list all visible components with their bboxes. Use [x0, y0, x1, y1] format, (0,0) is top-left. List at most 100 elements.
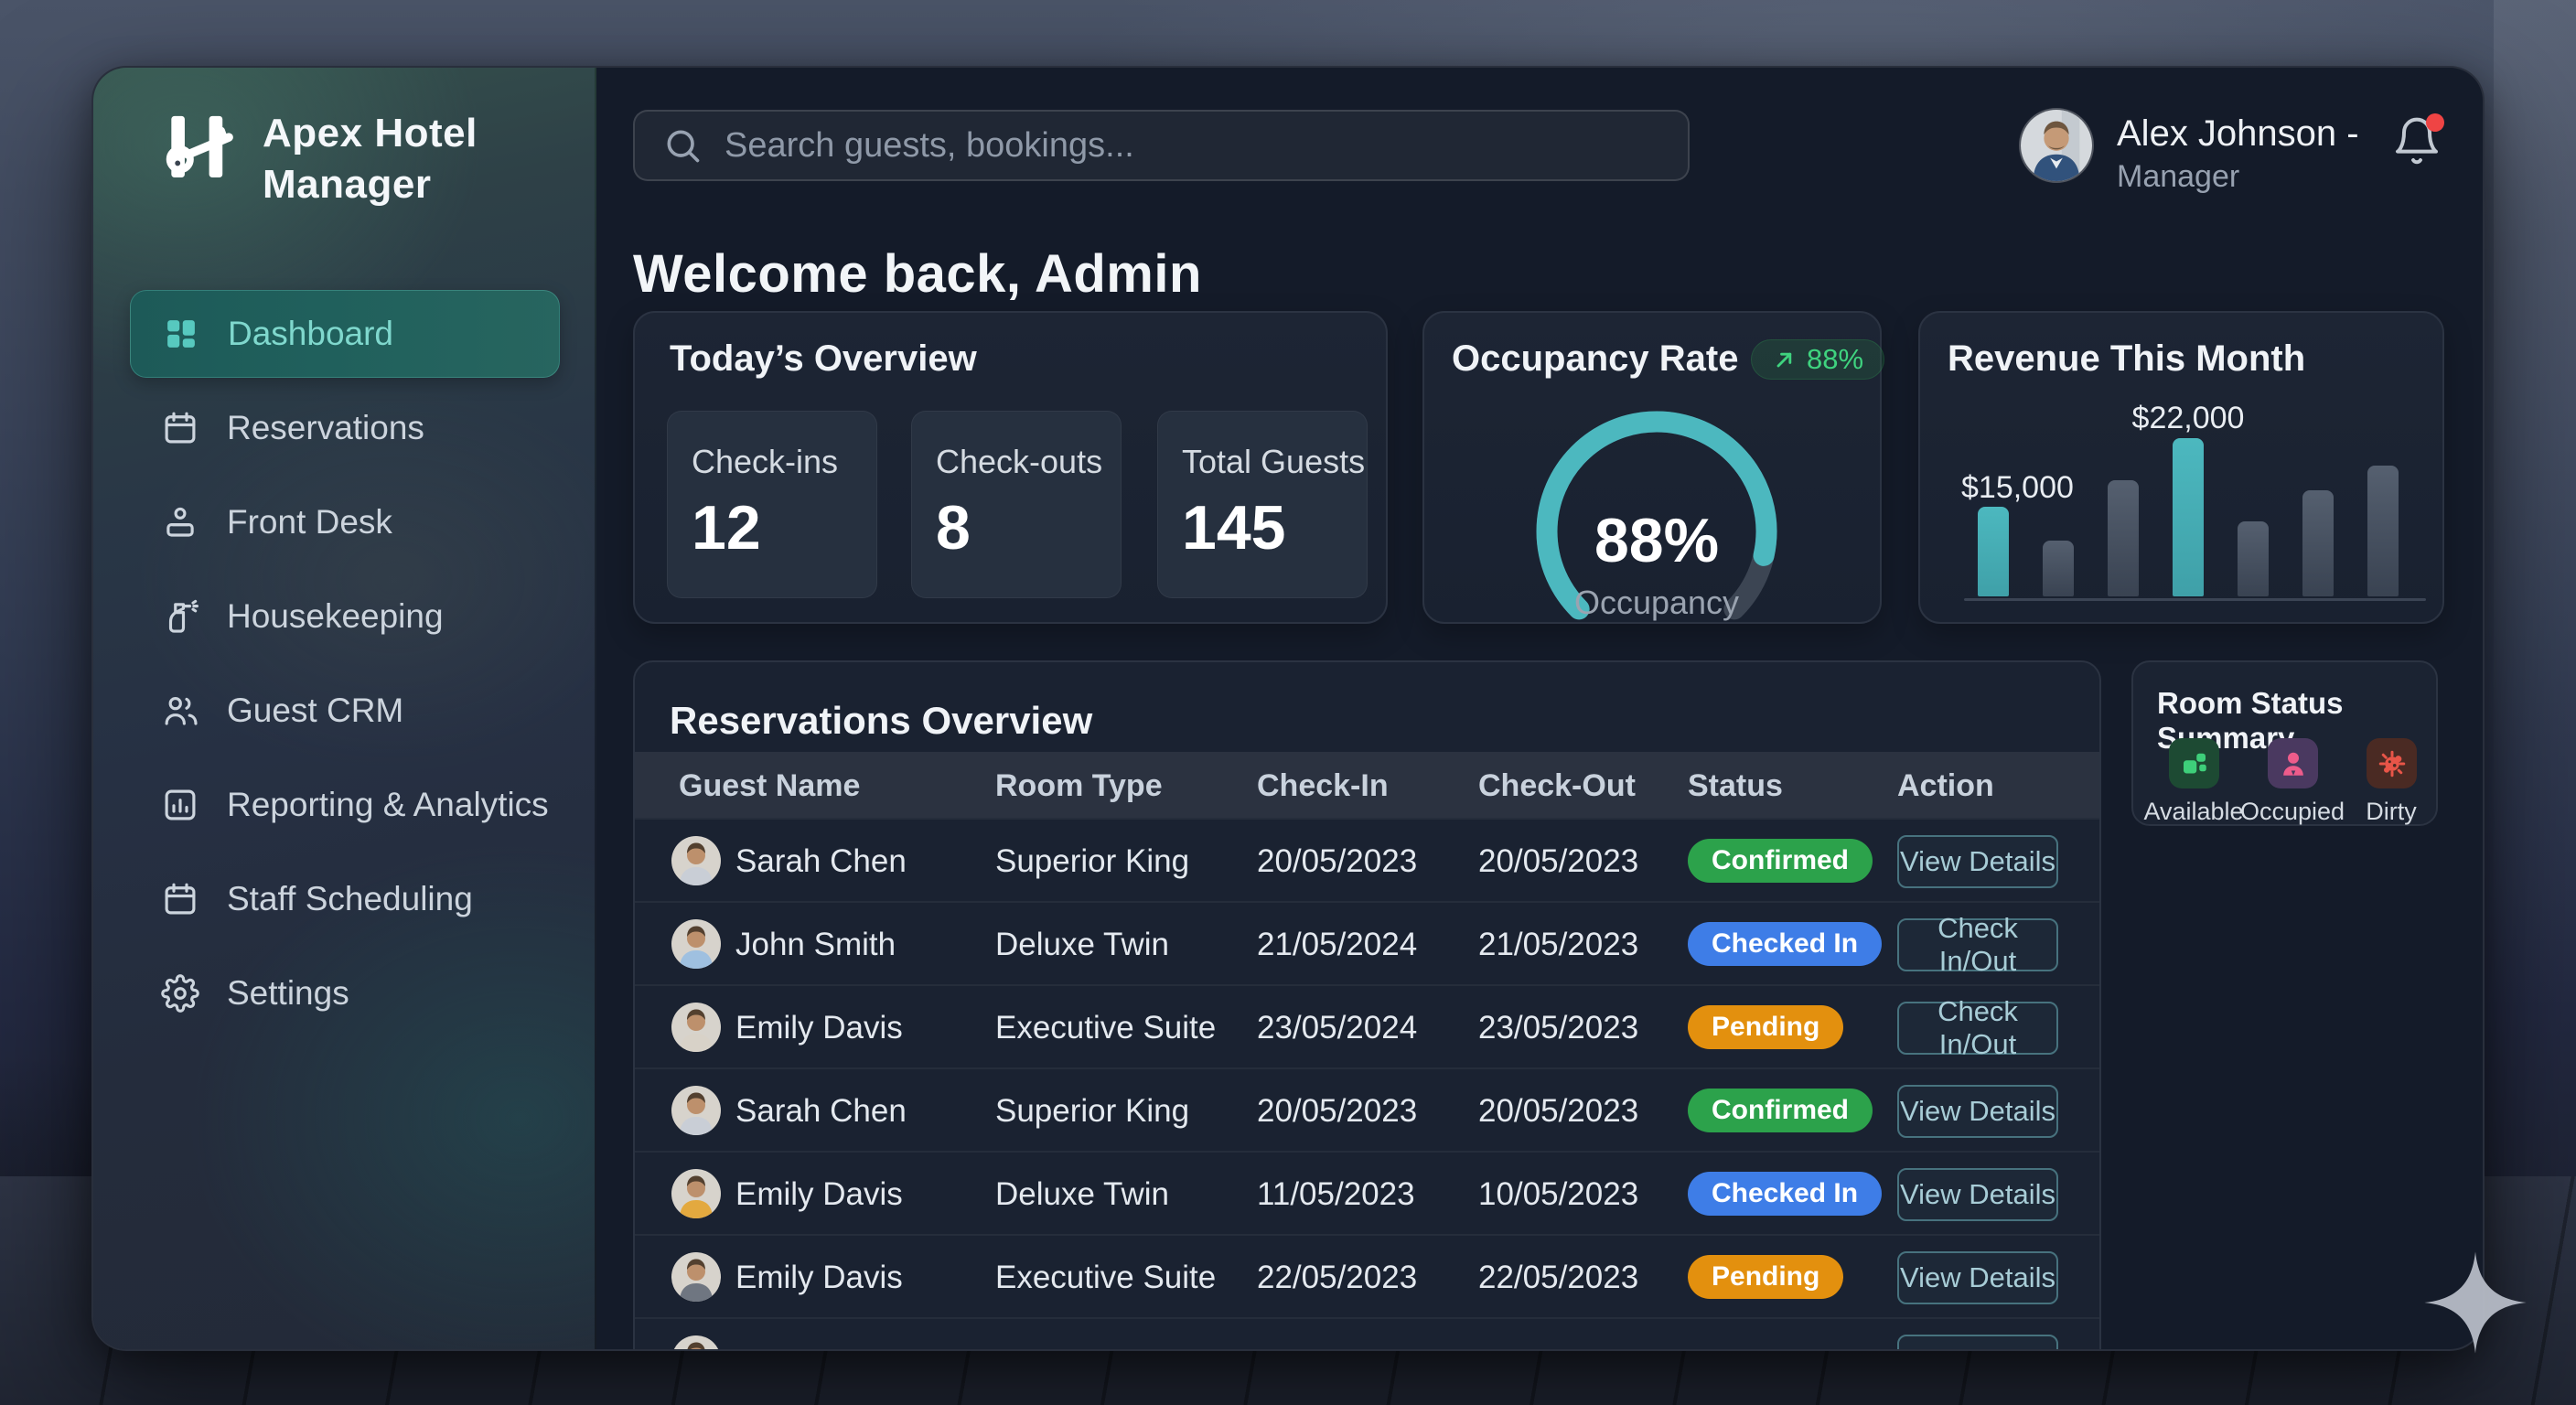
sidebar-item-housekeeping[interactable]: Housekeeping — [130, 573, 560, 660]
sidebar-item-front-desk[interactable]: Front Desk — [130, 478, 560, 566]
occupancy-gauge — [1536, 411, 1777, 620]
row-action-button[interactable]: Check In/Out — [1897, 995, 2058, 1060]
reservations-panel: Reservations Overview Guest Name Room Ty… — [633, 660, 2101, 1349]
front-desk-icon — [166, 507, 194, 537]
row-action-button[interactable]: View Details — [1897, 1085, 2058, 1138]
status-badge: Confirmed — [1688, 1089, 1873, 1132]
room-type-cell: Superior King — [995, 1093, 1190, 1129]
room-type-cell: Superior King — [995, 843, 1190, 879]
page-title: Welcome back, Admin — [633, 244, 1202, 304]
sparkle-icon — [2424, 1251, 2527, 1354]
check-in-cell: 20/05/2023 — [1257, 1093, 1418, 1129]
gauge-center-label: Occupancy — [1573, 584, 1740, 621]
user-name: Alex Johnson - — [2117, 113, 2359, 154]
panel-title: Reservations Overview — [670, 699, 1093, 742]
bar-value-label: $22,000 — [2131, 401, 2245, 435]
revenue-bar — [1978, 507, 2009, 596]
row-action-button[interactable]: View Details — [1897, 835, 2058, 888]
check-out-cell: 20/05/2023 — [1478, 1093, 1639, 1129]
stat-label: Check-ins — [692, 443, 839, 480]
stat-value: 8 — [936, 493, 971, 563]
bar-value-label: $15,000 — [1961, 470, 2074, 505]
table-row: John Smith Deluxe Twin 21/05/2024 21/05/202… — [635, 901, 2099, 984]
column-header: Status — [1688, 768, 1783, 803]
check-out-cell: 22/05/2023 — [1478, 1260, 1639, 1295]
table-row: Sarah Chen Superior King 20/05/2023 20/05/2… — [635, 1067, 2099, 1151]
sidebar-item-label: Dashboard — [228, 315, 394, 352]
revenue-card: Revenue This Month $15,000 $22,000 — [1918, 311, 2444, 624]
users-icon — [165, 696, 198, 725]
check-in-cell: 22/05/2023 — [1257, 1260, 1418, 1295]
search-bar — [633, 110, 1690, 181]
room-type-cell: Deluxe Twin — [995, 1176, 1170, 1212]
sidebar-item-label: Reservations — [227, 409, 424, 446]
row-action-button[interactable]: View Details — [1897, 1168, 2058, 1221]
available-tile — [2169, 738, 2219, 788]
row-action-button[interactable]: Check In/Out — [1897, 912, 2058, 977]
gauge-arc-value — [1536, 411, 1777, 620]
room-type-cell: Executive Suite — [995, 1010, 1217, 1046]
app-window: Apex Hotel Manager Dashboard Reservation… — [91, 66, 2485, 1351]
sidebar-item-dashboard[interactable]: Dashboard — [130, 290, 560, 378]
check-out-cell: 23/05/2023 — [1478, 1010, 1639, 1046]
user-avatar[interactable] — [2019, 108, 2094, 183]
check-in-cell: 23/05/2024 — [1257, 1010, 1418, 1046]
check-out-cell: 20/05/2023 — [1478, 843, 1639, 879]
revenue-bar-chart — [1978, 438, 2404, 596]
status-badge: Confirmed — [1688, 839, 1873, 883]
sidebar-item-label: Front Desk — [227, 503, 392, 541]
guest-name-cell: Emily Davis — [735, 1010, 903, 1046]
spray-bottle-icon — [168, 599, 199, 633]
occupancy-trend-badge: 88% — [1751, 339, 1885, 380]
column-header: Check-Out — [1478, 768, 1636, 803]
user-role: Manager — [2117, 159, 2240, 194]
gear-icon — [161, 974, 199, 1013]
notifications-button[interactable] — [2391, 113, 2446, 170]
stat-label: Check-outs — [936, 443, 1103, 480]
sidebar-item-reporting-analytics[interactable]: Reporting & Analytics — [130, 761, 560, 849]
dirty-tile — [2367, 738, 2417, 788]
tile-label: Available — [2143, 798, 2244, 825]
column-header: Action — [1897, 768, 1994, 803]
stat-total-guests: Total Guests 145 — [1157, 411, 1368, 598]
status-badge: Checked In — [1688, 1172, 1883, 1216]
sidebar-item-settings[interactable]: Settings — [130, 949, 560, 1037]
card-title: Revenue This Month — [1948, 338, 2306, 379]
guest-name-cell: Emily Davis — [735, 1176, 903, 1212]
todays-overview-card: Today’s Overview Check-ins 12 Check-outs… — [633, 311, 1388, 624]
hotel-key-logo-icon — [166, 115, 233, 177]
person-icon — [2282, 752, 2303, 776]
row-action-button[interactable]: View Details — [1897, 1251, 2058, 1304]
column-header: Check-In — [1257, 768, 1389, 803]
sidebar-item-label: Housekeeping — [227, 597, 444, 635]
calendar-icon — [165, 883, 196, 915]
tile-label: Dirty — [2366, 798, 2417, 825]
revenue-bar — [2367, 466, 2399, 596]
table-row: Sarah Chen Superior King 20/05/2023 20/05/2… — [635, 818, 2099, 901]
guest-avatar — [671, 1335, 721, 1349]
guest-name-cell: Sarah Chen — [735, 1093, 907, 1129]
sidebar-item-label: Reporting & Analytics — [227, 786, 549, 823]
guest-name-cell: Sarah Chen — [735, 843, 907, 879]
stat-value: 145 — [1182, 493, 1286, 563]
status-badge: Pending — [1688, 1005, 1844, 1049]
sidebar-item-guest-crm[interactable]: Guest CRM — [130, 667, 560, 755]
table-row: Emily Davis Executive Suite 22/05/2023 22/0… — [635, 1234, 2099, 1317]
arrow-up-right-icon — [1776, 352, 1792, 368]
sidebar-item-staff-scheduling[interactable]: Staff Scheduling — [130, 855, 560, 943]
check-in-cell: 20/05/2023 — [1257, 843, 1418, 879]
column-header: Guest Name — [679, 768, 861, 803]
table-row — [635, 1317, 2099, 1349]
stat-value: 12 — [692, 493, 761, 563]
stat-check-ins: Check-ins 12 — [667, 411, 877, 598]
app-title: Apex Hotel Manager — [263, 111, 478, 207]
revenue-bar — [2302, 490, 2334, 596]
check-out-cell: 21/05/2023 — [1478, 927, 1639, 962]
guest-name-cell: John Smith — [735, 927, 896, 962]
sidebar-item-reservations[interactable]: Reservations — [130, 384, 560, 472]
guest-avatar — [671, 919, 721, 969]
notification-unread-dot — [2426, 113, 2444, 132]
search-input[interactable] — [724, 125, 1660, 166]
guest-avatar — [671, 1003, 721, 1052]
row-action-button[interactable] — [1897, 1335, 2058, 1349]
